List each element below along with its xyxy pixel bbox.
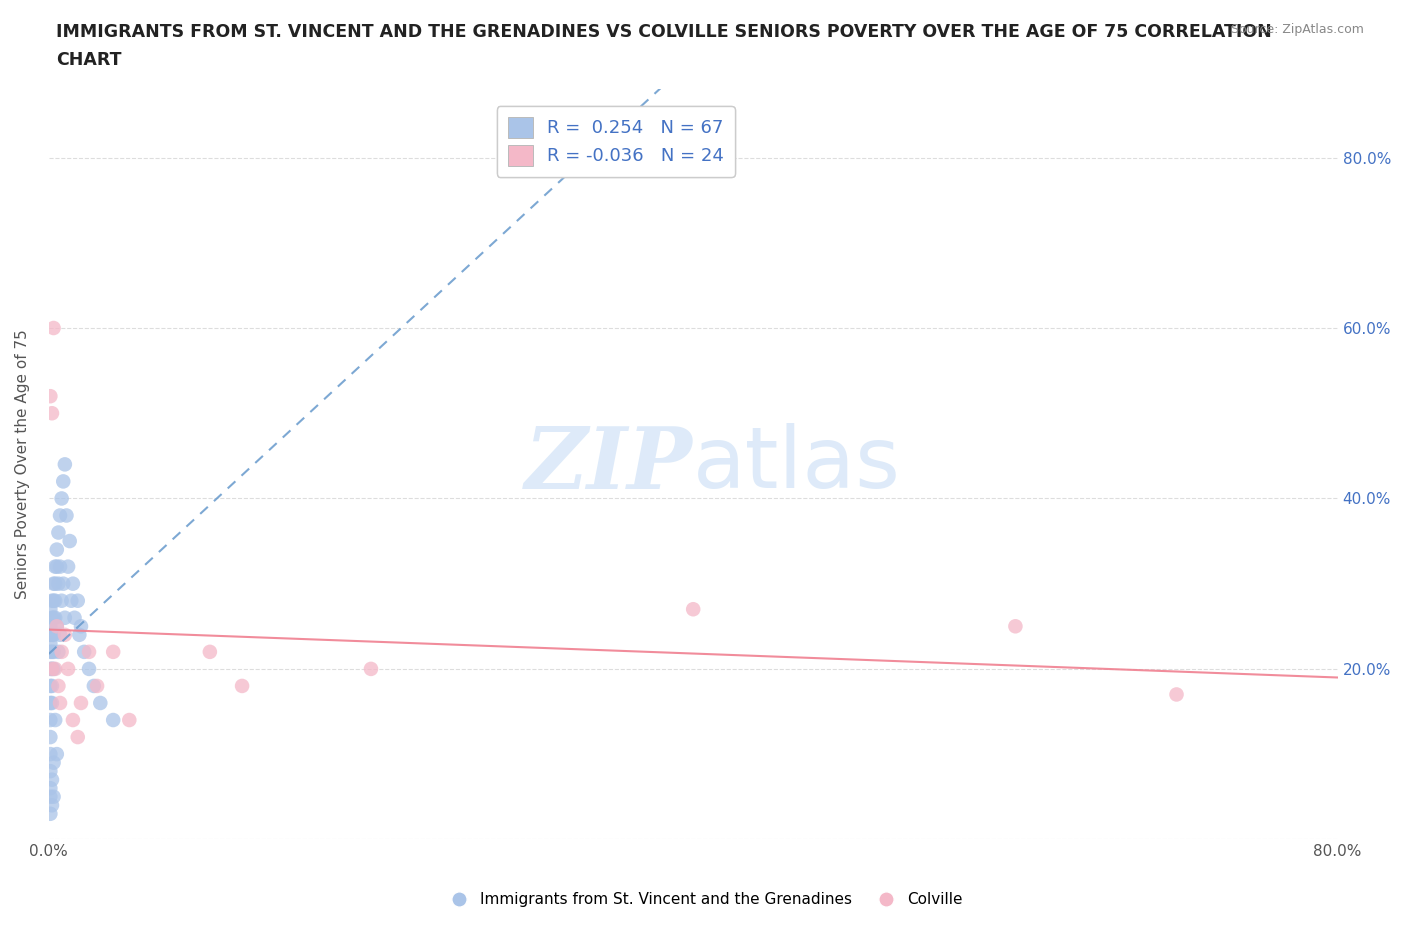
Point: [53, 628, 76, 643]
Point: [44, 712, 66, 727]
Point: [59, 534, 82, 549]
Point: [51, 593, 73, 608]
Point: [48, 644, 70, 659]
Text: CHART: CHART: [56, 51, 122, 69]
Point: [39, 628, 62, 643]
Point: [45, 618, 67, 633]
Point: [45, 559, 67, 574]
Point: [44, 559, 66, 574]
Point: [1166, 687, 1188, 702]
Point: [103, 712, 125, 727]
Point: [48, 679, 70, 694]
Text: IMMIGRANTS FROM ST. VINCENT AND THE GRENADINES VS COLVILLE SENIORS POVERTY OVER : IMMIGRANTS FROM ST. VINCENT AND THE GREN…: [56, 23, 1272, 41]
Point: [41, 772, 63, 787]
Point: [41, 661, 63, 676]
Point: [70, 618, 93, 633]
Point: [41, 798, 63, 813]
Point: [39, 712, 62, 727]
Point: [41, 628, 63, 643]
Point: [39, 764, 62, 778]
Point: [360, 661, 382, 676]
Point: [39, 602, 62, 617]
Point: [103, 644, 125, 659]
Point: [44, 593, 66, 608]
Point: [42, 661, 65, 676]
Point: [41, 405, 63, 420]
Point: [42, 644, 65, 659]
Point: [45, 542, 67, 557]
Point: [39, 644, 62, 659]
Point: [49, 559, 72, 574]
Point: [39, 747, 62, 762]
Point: [83, 679, 105, 694]
Point: [41, 593, 63, 608]
Point: [231, 679, 253, 694]
Point: [45, 747, 67, 762]
Point: [39, 730, 62, 745]
Point: [49, 696, 72, 711]
Point: [682, 602, 704, 617]
Point: [1004, 618, 1026, 633]
Point: [86, 679, 108, 694]
Point: [89, 696, 111, 711]
Point: [53, 457, 76, 472]
Point: [41, 679, 63, 694]
Point: [48, 577, 70, 591]
Point: [56, 661, 79, 676]
Point: [42, 593, 65, 608]
Point: [45, 618, 67, 633]
Point: [66, 730, 89, 745]
Point: [62, 577, 84, 591]
Point: [39, 389, 62, 404]
Legend: R =  0.254   N = 67, R = -0.036   N = 24: R = 0.254 N = 67, R = -0.036 N = 24: [496, 106, 735, 177]
Point: [118, 712, 141, 727]
Point: [51, 644, 73, 659]
Point: [51, 491, 73, 506]
Point: [39, 781, 62, 796]
Point: [55, 508, 77, 523]
Point: [42, 755, 65, 770]
Point: [39, 806, 62, 821]
Point: [42, 577, 65, 591]
Point: [39, 661, 62, 676]
Point: [63, 610, 86, 625]
Point: [44, 610, 66, 625]
Point: [77, 661, 100, 676]
Point: [39, 618, 62, 633]
Point: [41, 696, 63, 711]
Point: [39, 696, 62, 711]
Point: [73, 644, 96, 659]
Point: [49, 628, 72, 643]
Point: [44, 661, 66, 676]
Point: [48, 525, 70, 540]
Point: [49, 508, 72, 523]
Point: [52, 577, 75, 591]
Point: [77, 644, 100, 659]
Point: [53, 610, 76, 625]
Point: [52, 474, 75, 489]
Point: [41, 661, 63, 676]
Point: [41, 644, 63, 659]
Point: [42, 610, 65, 625]
Y-axis label: Seniors Poverty Over the Age of 75: Seniors Poverty Over the Age of 75: [15, 329, 30, 599]
Point: [42, 790, 65, 804]
Point: [70, 696, 93, 711]
Point: [39, 636, 62, 651]
Legend: Immigrants from St. Vincent and the Grenadines, Colville: Immigrants from St. Vincent and the Gren…: [437, 886, 969, 913]
Point: [67, 628, 90, 643]
Point: [39, 790, 62, 804]
Point: [198, 644, 221, 659]
Point: [41, 610, 63, 625]
Point: [39, 679, 62, 694]
Point: [42, 628, 65, 643]
Text: Source: ZipAtlas.com: Source: ZipAtlas.com: [1230, 23, 1364, 36]
Point: [60, 593, 83, 608]
Text: ZIP: ZIP: [526, 422, 693, 506]
Point: [66, 593, 89, 608]
Point: [44, 577, 66, 591]
Point: [42, 321, 65, 336]
Text: atlas: atlas: [693, 423, 901, 506]
Point: [56, 559, 79, 574]
Point: [62, 712, 84, 727]
